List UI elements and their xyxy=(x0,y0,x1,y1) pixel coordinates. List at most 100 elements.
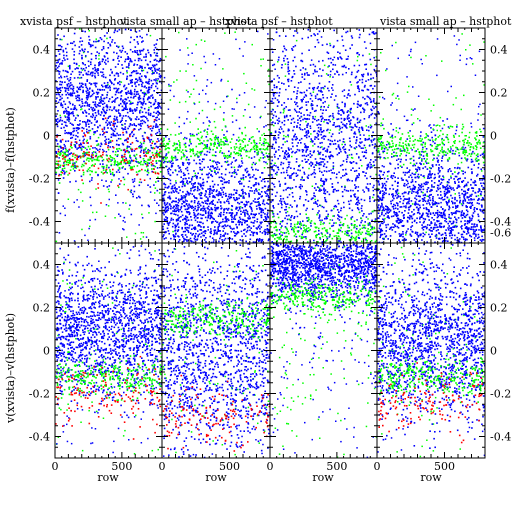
blue-point xyxy=(337,110,340,112)
blue-point xyxy=(118,80,121,83)
blue-point xyxy=(55,152,58,154)
blue-point xyxy=(290,225,292,228)
blue-point xyxy=(193,159,195,162)
blue-point xyxy=(202,122,205,124)
blue-point xyxy=(56,118,59,120)
blue-point xyxy=(356,118,359,121)
blue-point xyxy=(358,130,361,133)
blue-point xyxy=(191,183,193,185)
green-point xyxy=(343,141,346,143)
blue-point xyxy=(114,66,117,68)
blue-point xyxy=(323,189,325,191)
blue-point xyxy=(213,229,215,232)
blue-point xyxy=(333,29,335,32)
blue-point xyxy=(198,155,200,158)
green-point xyxy=(113,161,116,163)
blue-point xyxy=(72,85,75,88)
green-point xyxy=(235,143,237,145)
green-point xyxy=(145,147,147,149)
blue-point xyxy=(159,132,162,135)
blue-point xyxy=(200,191,203,194)
green-point xyxy=(151,168,153,170)
blue-point xyxy=(129,48,132,51)
green-point xyxy=(175,142,177,145)
green-point xyxy=(106,158,108,160)
blue-point xyxy=(102,47,105,50)
green-point xyxy=(265,148,268,150)
blue-point xyxy=(111,82,113,85)
blue-point xyxy=(205,154,208,156)
blue-point xyxy=(156,52,158,55)
green-point xyxy=(253,148,256,150)
red-point xyxy=(57,150,60,153)
green-point xyxy=(147,158,150,161)
blue-point xyxy=(201,142,204,145)
blue-point xyxy=(166,161,169,163)
blue-point xyxy=(84,83,87,85)
blue-point xyxy=(136,50,138,52)
blue-point xyxy=(191,193,194,195)
green-point xyxy=(167,147,170,149)
green-point xyxy=(83,164,85,167)
blue-point xyxy=(279,185,281,187)
blue-point xyxy=(286,153,288,156)
blue-point xyxy=(283,57,285,60)
green-point xyxy=(184,100,187,103)
blue-point xyxy=(85,123,87,126)
blue-point xyxy=(117,150,119,152)
green-point xyxy=(138,146,141,149)
red-point xyxy=(158,152,161,154)
blue-point xyxy=(235,192,237,194)
green-point xyxy=(241,157,243,160)
blue-point xyxy=(218,223,220,225)
blue-point xyxy=(113,118,115,120)
blue-point xyxy=(247,218,250,220)
blue-point xyxy=(63,57,65,59)
blue-point xyxy=(359,224,361,227)
blue-point xyxy=(147,170,149,172)
blue-point xyxy=(64,147,67,149)
blue-point xyxy=(187,207,190,210)
blue-point xyxy=(119,113,121,115)
blue-point xyxy=(130,118,133,120)
blue-point xyxy=(306,126,308,128)
blue-point xyxy=(65,47,67,50)
blue-point xyxy=(116,155,119,157)
blue-point xyxy=(173,210,176,213)
blue-point xyxy=(240,213,242,215)
green-point xyxy=(112,173,114,176)
blue-point xyxy=(118,104,120,107)
blue-point xyxy=(90,95,93,97)
blue-point xyxy=(367,72,369,75)
blue-point xyxy=(202,184,205,187)
blue-point xyxy=(271,100,273,103)
green-point xyxy=(199,143,201,145)
blue-point xyxy=(322,102,324,104)
blue-point xyxy=(80,44,83,46)
blue-point xyxy=(217,225,220,228)
blue-point xyxy=(299,169,301,172)
blue-point xyxy=(217,215,220,217)
blue-point xyxy=(252,231,255,234)
blue-point xyxy=(287,134,289,136)
blue-point xyxy=(82,68,85,70)
blue-point xyxy=(80,143,83,146)
blue-point xyxy=(77,67,79,70)
blue-point xyxy=(72,124,74,126)
blue-point xyxy=(97,111,100,113)
blue-point xyxy=(181,233,184,236)
red-point xyxy=(127,188,129,191)
blue-point xyxy=(373,117,376,119)
blue-point xyxy=(277,122,279,125)
blue-point xyxy=(323,135,325,137)
blue-point xyxy=(319,188,321,191)
blue-point xyxy=(116,89,119,91)
blue-point xyxy=(82,140,84,142)
blue-point xyxy=(87,142,89,144)
blue-point xyxy=(156,202,158,204)
blue-point xyxy=(290,177,292,179)
blue-point xyxy=(370,77,372,80)
blue-point xyxy=(82,90,84,93)
blue-point xyxy=(59,83,61,86)
blue-point xyxy=(294,138,297,141)
